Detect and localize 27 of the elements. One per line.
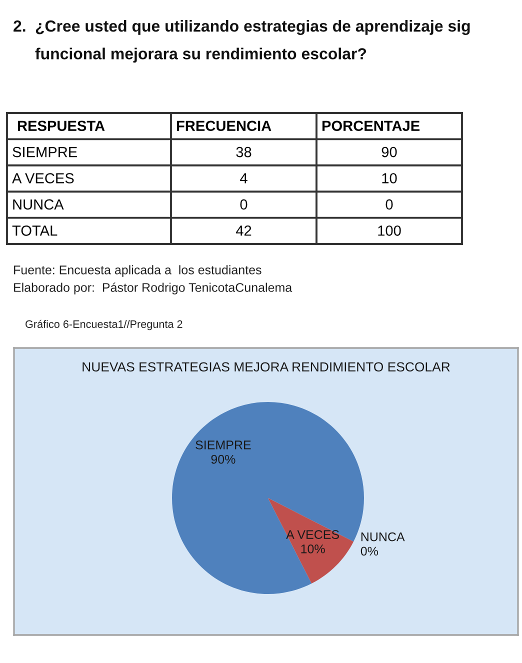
category-label: SIEMPRE <box>12 146 78 158</box>
data-label: 38 <box>236 146 252 158</box>
data-label: 90 <box>382 146 397 158</box>
text: 2. ¿Cree usted que utilizando estrategias de aprendizaje sig funcional mejorara su rendimiento escolar? <box>14 20 470 63</box>
text: PORCENTAJE <box>322 120 420 132</box>
data-label: 100 <box>378 225 401 236</box>
text: Elaborado por: Pástor Rodrigo TenicotaCunalema <box>14 282 292 294</box>
data-label: 10 <box>382 173 397 184</box>
source-note: Fuente: Encuesta aplicada a los estudiantes <box>14 265 262 277</box>
text: 0% <box>360 546 378 556</box>
category-label: NUNCA <box>13 199 64 210</box>
data-label: 4 <box>240 173 248 184</box>
data-label: 42 <box>236 225 252 236</box>
text: Gráfico 6-Encuesta1//Pregunta 2 <box>26 320 182 330</box>
data-label: 90% <box>211 454 236 464</box>
slice-label: A VECES <box>286 530 339 539</box>
text: RESPUESTA <box>18 120 105 132</box>
category-label: TOTAL <box>12 225 58 236</box>
text: FRECUENCIA <box>176 120 272 132</box>
pie-slice <box>268 498 354 584</box>
slice-label: SIEMPRE <box>196 440 251 450</box>
chart-title: NUEVAS ESTRATEGIAS MEJORA RENDIMIENTO ESCOLAR <box>82 362 450 372</box>
category-label: A VECES <box>12 173 74 184</box>
data-label: 10% <box>301 544 325 554</box>
data-label: 0 <box>240 199 248 210</box>
data-label: 0 <box>386 199 393 210</box>
category-label: NUNCA <box>361 532 405 542</box>
